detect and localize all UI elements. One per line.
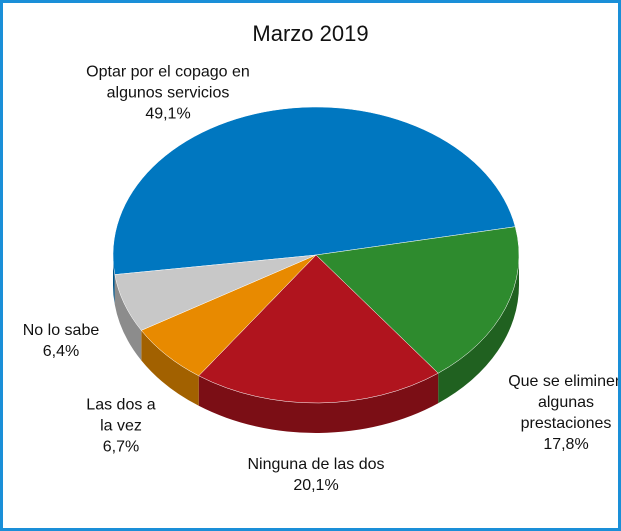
pie-canvas (112, 106, 520, 434)
value-label: 49,1% (145, 105, 191, 123)
slice-label: Las dos a la vez 6,7% (81, 395, 161, 458)
category-name: No lo sabe (22, 322, 100, 339)
category-name: Ninguna de las dos (247, 456, 385, 473)
chart-title: Marzo 2019 (252, 21, 369, 46)
slice (198, 254, 439, 404)
slice-label: No lo sabe 6,4% (11, 320, 111, 362)
slice (315, 226, 520, 374)
value-label: 17,8% (543, 436, 589, 453)
slice-side (438, 255, 519, 404)
slice (114, 254, 317, 331)
value-label: 6,4% (42, 343, 80, 360)
category-name: Que se eliminen algunas prestaciones (508, 373, 621, 432)
slice-label: Que se eliminen algunas prestaciones 17,8… (491, 371, 621, 455)
value-label: 20,1% (293, 477, 339, 494)
slice-label: Optar por el copago en algunos servicios… (73, 62, 263, 125)
slice-label: Ninguna de las dos 20,1% (216, 454, 416, 496)
slice-side (113, 255, 115, 305)
category-name: Las dos a la vez (86, 396, 156, 435)
slice (112, 106, 516, 275)
slice-side (141, 330, 199, 406)
slice-side (114, 274, 142, 361)
category-name: Optar por el copago en algunos servicios (86, 63, 250, 102)
value-label: 6,7% (102, 438, 140, 456)
